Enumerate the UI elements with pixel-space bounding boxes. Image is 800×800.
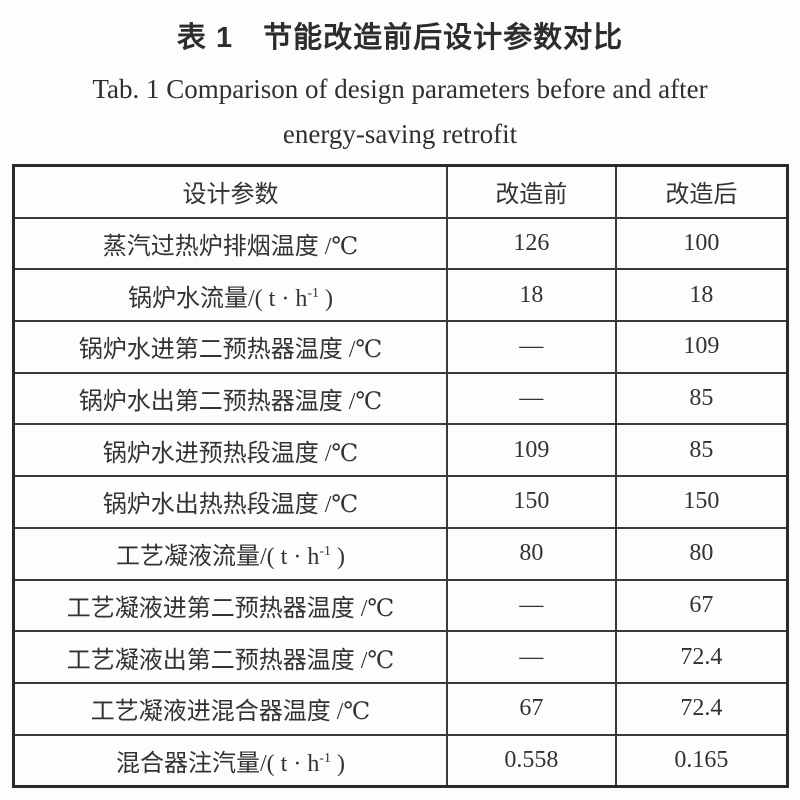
after-value-cell: 72.4: [614, 630, 789, 684]
after-value-cell: 72.4: [614, 681, 789, 736]
after-value-cell: 85: [614, 371, 789, 426]
before-value-cell: —: [445, 630, 617, 684]
parameter-cell: 锅炉水流量/( t · h-1 ): [12, 268, 448, 323]
before-value-cell: —: [445, 371, 617, 426]
before-value-cell: 18: [445, 268, 617, 323]
column-header-parameter: 设计参数: [12, 164, 448, 219]
table-row: 工艺凝液出第二预热器温度 /℃ —72.4: [12, 630, 789, 684]
parameter-cell: 工艺凝液进混合器温度 /℃: [12, 681, 448, 736]
before-value-cell: 80: [445, 526, 617, 581]
parameters-table: 设计参数 改造前 改造后 蒸汽过热炉排烟温度 /℃ 126 100 锅炉水流量/( t…: [12, 164, 789, 789]
parameter-cell: 工艺凝液出第二预热器温度 /℃: [12, 630, 448, 684]
before-value-cell: 0.558: [445, 733, 617, 788]
column-header-before: 改造前: [445, 164, 617, 219]
before-value-cell: —: [445, 320, 617, 374]
table-row: 锅炉水进第二预热器温度 /℃ —109: [12, 320, 789, 374]
parameter-cell: 混合器注汽量/( t · h-1 ): [12, 733, 448, 788]
table-row: 工艺凝液进第二预热器温度 /℃ —67: [12, 578, 789, 633]
after-value-cell: 80: [614, 526, 789, 581]
table-row: 混合器注汽量/( t · h-1 ) 0.558 0.165: [12, 733, 789, 788]
parameter-cell: 工艺凝液进第二预热器温度 /℃: [12, 578, 448, 633]
parameter-cell: 锅炉水出第二预热器温度 /℃: [12, 371, 448, 426]
table-row: 锅炉水出第二预热器温度 /℃ —85: [12, 371, 789, 426]
after-value-cell: 18: [614, 268, 789, 323]
table-caption-en: Tab. 1 Comparison of design parameters b…: [0, 55, 800, 157]
table-row: 工艺凝液流量/( t · h-1 ) 80 80: [12, 526, 789, 581]
parameter-cell: 锅炉水出热热段温度 /℃: [12, 475, 448, 529]
table-body: 蒸汽过热炉排烟温度 /℃ 126 100 锅炉水流量/( t · h-1 ) 18 18 锅…: [12, 216, 789, 788]
header-row: 设计参数 改造前 改造后: [12, 164, 789, 219]
parameter-cell: 锅炉水进第二预热器温度 /℃: [12, 320, 448, 374]
after-value-cell: 109: [614, 320, 789, 374]
table-caption-en-line2: energy-saving retrofit: [282, 119, 518, 149]
parameter-cell: 工艺凝液流量/( t · h-1 ): [12, 526, 448, 581]
table-row: 锅炉水流量/( t · h-1 ) 18 18: [12, 268, 789, 323]
table-caption-zh: 表 1 节能改造前后设计参数对比: [176, 22, 624, 54]
after-value-cell: 150: [614, 475, 789, 529]
table-row: 蒸汽过热炉排烟温度 /℃ 126 100: [12, 216, 789, 271]
table-row: 锅炉水进预热段温度 /℃ 109 85: [12, 423, 789, 478]
before-value-cell: 150: [445, 475, 617, 529]
table-caption-en-line1: Tab. 1 Comparison of design parameters b…: [92, 74, 708, 104]
before-value-cell: —: [445, 578, 617, 633]
after-value-cell: 100: [614, 216, 789, 271]
table-row: 工艺凝液进混合器温度 /℃ 67 72.4: [12, 681, 789, 736]
column-header-after: 改造后: [614, 164, 789, 219]
parameter-cell: 蒸汽过热炉排烟温度 /℃: [12, 216, 448, 271]
after-value-cell: 67: [614, 578, 789, 633]
parameter-cell: 锅炉水进预热段温度 /℃: [12, 423, 448, 478]
after-value-cell: 0.165: [614, 733, 789, 788]
before-value-cell: 126: [445, 216, 617, 271]
after-value-cell: 85: [614, 423, 789, 478]
before-value-cell: 109: [445, 423, 617, 478]
table-row: 锅炉水出热热段温度 /℃ 150 150: [12, 475, 789, 529]
before-value-cell: 67: [445, 681, 617, 736]
